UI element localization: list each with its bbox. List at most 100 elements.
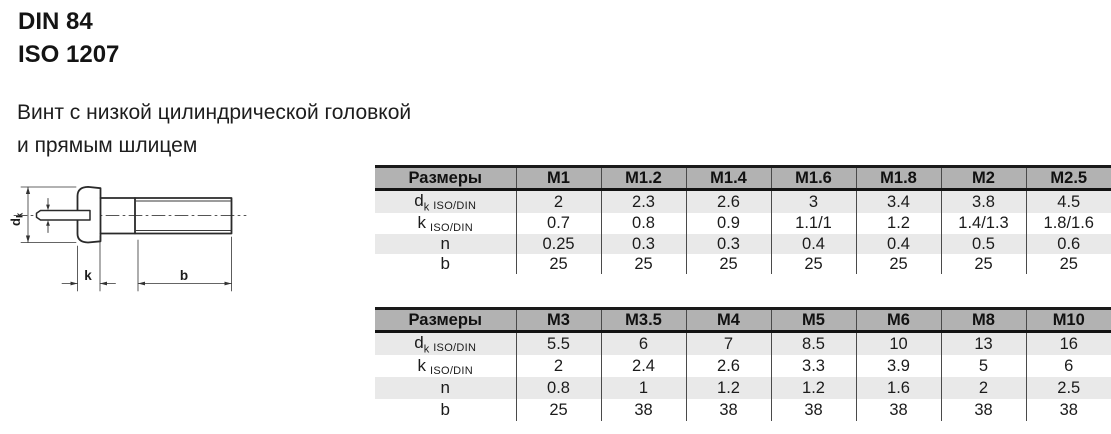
row-label: dk ISO/DIN	[375, 189, 516, 214]
value-cell: 2.5	[1025, 377, 1111, 400]
dim-label-dk: dk	[8, 212, 26, 226]
value-cell: 2.6	[685, 355, 771, 378]
row-label: k ISO/DIN	[417, 213, 474, 235]
size-column-header: M1.8	[855, 166, 941, 191]
value-cell: 25	[515, 254, 601, 275]
row-label: b	[440, 400, 450, 420]
dimension-table-m1-m2.5: Размеры M1 M1.2 M1.4 M1.6 M1.8 M2 M2.5 dk ISO/DIN…	[375, 165, 1111, 275]
table-row: k ISO/DIN 2 2.4 2.6 3.3 3.9 5 6	[375, 355, 1111, 378]
value-cell: 7	[685, 331, 771, 356]
dimension-dk	[20, 186, 77, 243]
value-cell: 38	[600, 399, 686, 422]
value-cell: 1.2	[685, 377, 771, 400]
size-column-header: M6	[855, 308, 941, 333]
size-column-header: M4	[685, 308, 771, 333]
value-cell: 0.4	[770, 234, 856, 255]
value-cell: 38	[770, 399, 856, 422]
size-column-header: M2	[940, 166, 1026, 191]
size-column-header: M1.2	[600, 166, 686, 191]
table-row: dk ISO/DIN 2 2.3 2.6 3 3.4 3.8 4.5	[375, 189, 1111, 214]
size-column-header: M8	[940, 308, 1026, 333]
size-column-header: M1.6	[770, 166, 856, 191]
value-cell: 1.6	[855, 377, 941, 400]
size-column-header: M3	[515, 308, 601, 333]
slot	[35, 209, 91, 221]
value-cell: 25	[600, 254, 686, 275]
standard-iso: ISO 1207	[18, 41, 120, 68]
value-cell: 1	[600, 377, 686, 400]
value-cell: 25	[770, 254, 856, 275]
value-cell: 2.3	[600, 189, 686, 214]
value-cell: 25	[515, 399, 601, 422]
size-column-header: M1	[515, 166, 601, 191]
screw-shaft	[99, 197, 233, 235]
size-column-header: M10	[1025, 308, 1111, 333]
row-label: n	[375, 234, 516, 255]
value-cell: 1.2	[770, 377, 856, 400]
value-cell: 38	[855, 399, 941, 422]
value-cell: 16	[1025, 331, 1111, 356]
value-cell: 1.8/1.6	[1025, 213, 1111, 235]
table-row: b 25 25 25 25 25 25 25	[375, 254, 1111, 275]
table-row: b 25 38 38 38 38 38 38	[375, 399, 1111, 422]
screw-technical-drawing: dk k b	[8, 186, 247, 292]
dimensions-table: Размеры M1 M1.2 M1.4 M1.6 M1.8 M2 M2.5 dk ISO/DIN…	[375, 165, 1111, 275]
value-cell: 0.3	[600, 234, 686, 255]
value-cell: 1.4/1.3	[940, 213, 1026, 235]
value-cell: 2.4	[600, 355, 686, 378]
row-label: k ISO/DIN	[417, 355, 474, 377]
dimension-table-m3-m10: Размеры M3 M3.5 M4 M5 M6 M8 M10 dk ISO/DIN 5.5 6 7 8.…	[375, 307, 1111, 422]
parameter-column-header: Размеры	[375, 308, 516, 333]
value-cell: 1.2	[855, 213, 941, 235]
thread-lines	[134, 200, 232, 231]
description-line-1: Винт с низкой цилиндрической головкой	[17, 101, 412, 124]
value-cell: 2	[940, 377, 1026, 400]
value-cell: 25	[685, 254, 771, 275]
value-cell: 3.4	[855, 189, 941, 214]
description-line-2: и прямым шлицем	[17, 134, 198, 157]
page-title: DIN 84 ISO 1207	[18, 5, 119, 71]
value-cell: 0.8	[515, 377, 601, 400]
dim-label-k: k	[84, 268, 92, 283]
value-cell: 2.6	[685, 189, 771, 214]
value-cell: 3	[770, 189, 856, 214]
value-cell: 1.1/1	[770, 213, 856, 235]
value-cell: 3.9	[855, 355, 941, 378]
size-column-header: M5	[770, 308, 856, 333]
parameter-column-header: Размеры	[375, 166, 516, 191]
dim-label-b: b	[180, 268, 188, 283]
value-cell: 0.7	[515, 213, 601, 235]
value-cell: 2	[515, 355, 601, 378]
row-label: b	[440, 254, 450, 274]
value-cell: 0.4	[855, 234, 941, 255]
row-label: n	[375, 377, 516, 400]
value-cell: 25	[940, 254, 1026, 275]
value-cell: 6	[1025, 355, 1111, 378]
value-cell: 6	[600, 331, 686, 356]
dimension-k	[61, 235, 116, 292]
value-cell: 25	[1025, 254, 1111, 275]
value-cell: 38	[1025, 399, 1111, 422]
value-cell: 3.3	[770, 355, 856, 378]
product-description: Винт с низкой цилиндрической головкой и …	[17, 96, 411, 162]
value-cell: 5	[940, 355, 1026, 378]
size-column-header: M3.5	[600, 308, 686, 333]
table-row: dk ISO/DIN 5.5 6 7 8.5 10 13 16	[375, 331, 1111, 356]
value-cell: 10	[855, 331, 941, 356]
value-cell: 4.5	[1025, 189, 1111, 214]
row-label: dk ISO/DIN	[375, 331, 516, 356]
value-cell: 0.9	[685, 213, 771, 235]
table-row: k ISO/DIN 0.7 0.8 0.9 1.1/1 1.2 1.4/1.3 1.8/1.6	[375, 213, 1111, 235]
slot-width-arrows	[46, 198, 50, 233]
value-cell: 0.8	[600, 213, 686, 235]
value-cell: 8.5	[770, 331, 856, 356]
value-cell: 5.5	[515, 331, 601, 356]
value-cell: 25	[855, 254, 941, 275]
dimensions-table: Размеры M3 M3.5 M4 M5 M6 M8 M10 dk ISO/DIN 5.5 6 7 8.…	[375, 307, 1111, 422]
value-cell: 3.8	[940, 189, 1026, 214]
value-cell: 38	[940, 399, 1026, 422]
value-cell: 2	[515, 189, 601, 214]
table-row: n 0.8 1 1.2 1.2 1.6 2 2.5	[375, 377, 1111, 400]
value-cell: 0.25	[515, 234, 601, 255]
dimension-b	[137, 236, 232, 292]
